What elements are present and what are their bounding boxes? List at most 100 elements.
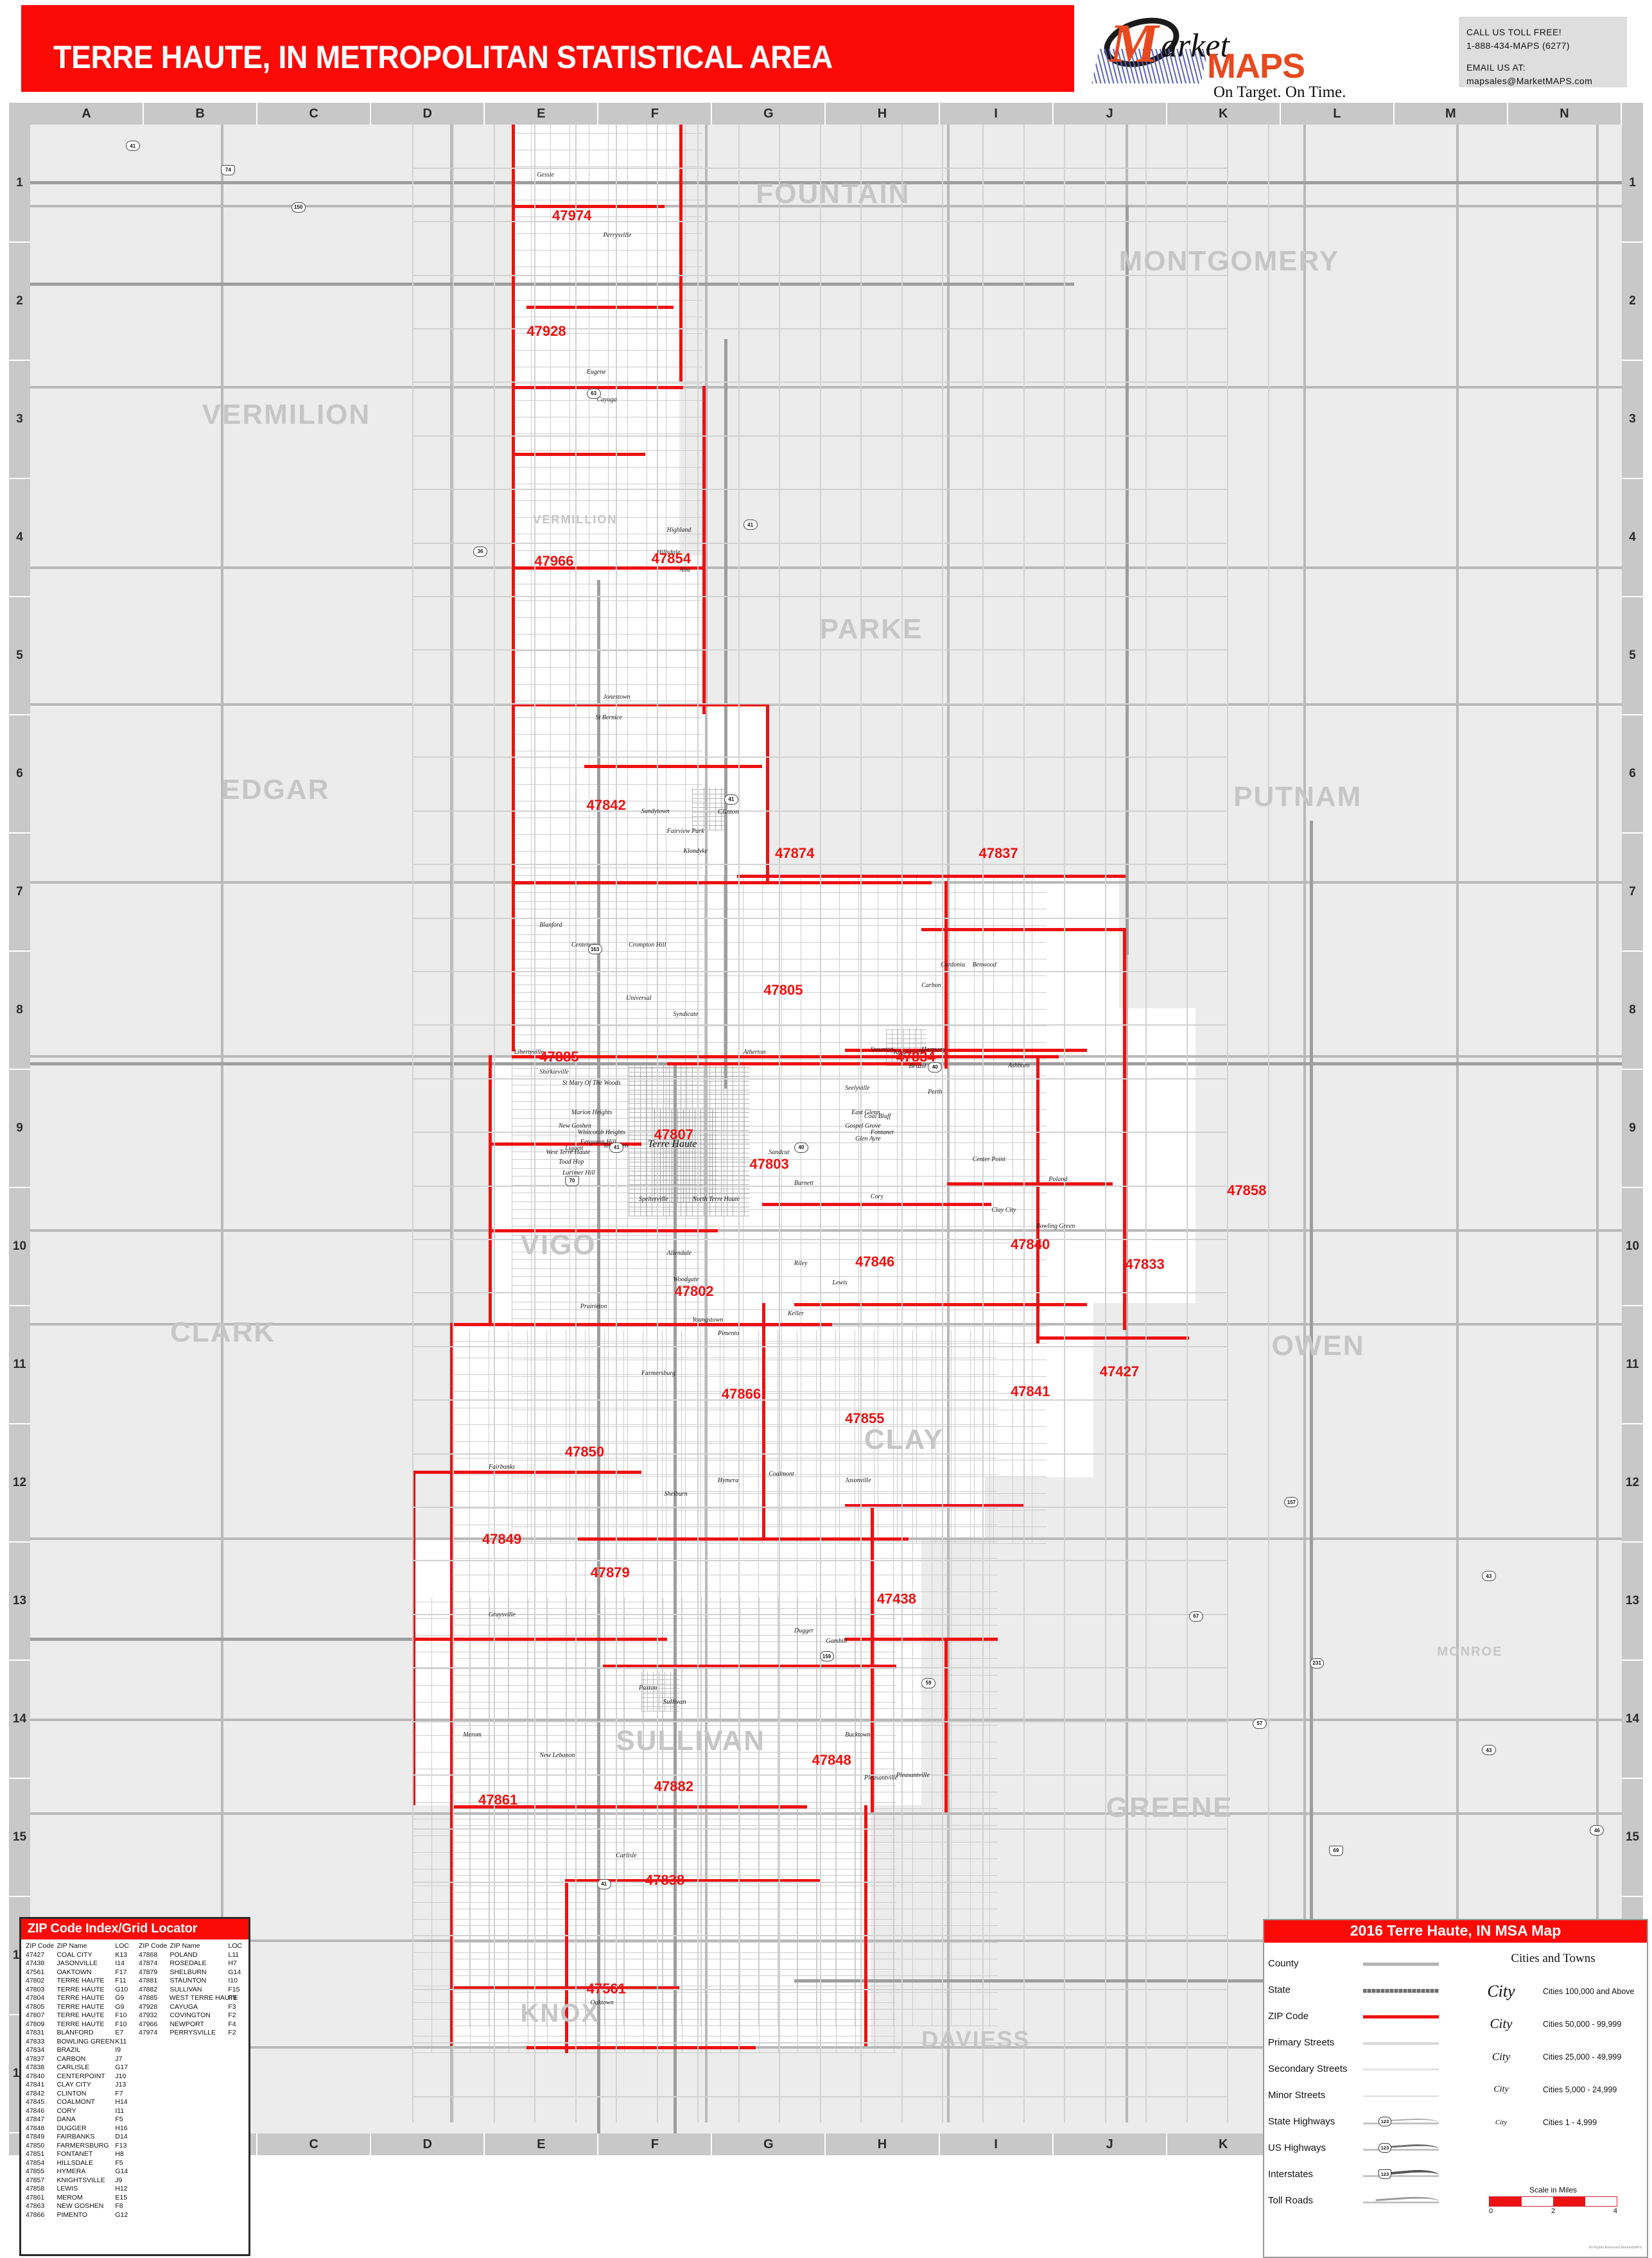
map-zip-label-47928: 47928	[526, 322, 566, 339]
minor-road-v-13	[941, 125, 943, 2123]
zip-index-loc: I11	[115, 2106, 125, 2115]
highway-shield-41: 41	[596, 1878, 611, 1889]
city-label-spelterville: Spelterville	[638, 1196, 668, 1203]
grid-column-f: F	[598, 2133, 713, 2155]
grid-column-h: H	[826, 103, 940, 125]
highway-shield-36: 36	[473, 546, 488, 557]
map-zip-label-47438: 47438	[876, 1591, 916, 1607]
grid-row-13: 13	[1622, 1543, 1643, 1661]
grid-row-5: 5	[9, 597, 30, 715]
grid-column-e: E	[485, 103, 599, 125]
zip-index-name: PIMENTO	[57, 2210, 88, 2219]
grid-row-13: 13	[9, 1543, 30, 1661]
highway-shield-43: 43	[1481, 1745, 1496, 1756]
zip-index-row: 47850 FARMERSBURG F13	[22, 2142, 135, 2151]
highway-v-2	[1125, 205, 1129, 955]
zip-index-name: CARLISLE	[57, 2063, 90, 2071]
highway-shield-41: 41	[609, 1142, 624, 1153]
legend-swatch-toll	[1363, 2194, 1439, 2207]
city-label-fontanet: Fontanet	[870, 1129, 894, 1136]
grid-row-2: 2	[1622, 243, 1643, 361]
zip-index-loc: E7	[115, 2029, 124, 2036]
zip-index-name: FARMERSBURG	[57, 2141, 109, 2149]
zip-index-loc: J10	[115, 2072, 126, 2080]
zip-index-name: NEWPORT	[170, 2020, 204, 2028]
zip-index-row: 47809 TERRE HAUTE F10	[22, 2020, 135, 2029]
map-zip-label-47879: 47879	[590, 1564, 630, 1580]
city-label-perrysville: Perrysville	[603, 231, 632, 239]
zip-index-code: 47866	[26, 2210, 45, 2219]
minor-road-v-0	[412, 125, 413, 2123]
zip-index-name: SHELBURN	[170, 1968, 207, 1976]
map-zip-label-47837: 47837	[978, 845, 1018, 861]
zip-index-row: 47868 POLAND L11	[135, 1951, 248, 1960]
city-label-eugene: Eugene	[586, 368, 606, 376]
grid-row-14: 14	[1622, 1661, 1643, 1779]
city-label-st-mary-of-the-woods: St Mary Of The Woods	[562, 1079, 621, 1087]
minor-road-h-34	[412, 1935, 1228, 1937]
minor-road-h-30	[412, 1720, 1228, 1722]
legend-shield-hwy: 123	[1378, 2116, 1391, 2126]
map-canvas[interactable]: VERMILIONWARRENFOUNTAINMONTGOMERYBOONEVE…	[30, 125, 1622, 2133]
legend-label-state: State	[1268, 1984, 1291, 1995]
city-label-terre-haute: Terre Haute	[647, 1138, 697, 1150]
legend-city-desc: Cities 100,000 and Above	[1543, 1986, 1635, 1996]
minor-road-h-4	[412, 328, 1228, 329]
zip-index-name: MEROM	[57, 2193, 83, 2201]
zip-index-code: 47438	[26, 1959, 45, 1967]
legend-city-sample: City	[1495, 2118, 1508, 2126]
zip-boundary-h-26	[603, 1665, 896, 1668]
county-line-v-5	[1303, 125, 1307, 2123]
map-zip-label-47855: 47855	[845, 1410, 885, 1426]
city-label-pimento: Pimento	[717, 1329, 740, 1337]
city-label-merom: Merom	[463, 1731, 482, 1739]
scale-bar	[1489, 2196, 1617, 2207]
zip-index-loc: F7	[115, 2089, 123, 2097]
minor-road-v-18	[1145, 125, 1147, 2123]
map-zip-label-47427: 47427	[1099, 1363, 1140, 1379]
zip-index-row: 47882 SULLIVAN F15	[135, 1986, 248, 1995]
city-label-burnett: Burnett	[794, 1180, 813, 1187]
zip-index-row: 47840 CENTERPOINT J10	[22, 2072, 135, 2081]
zip-index-name: LEWIS	[57, 2185, 78, 2192]
minor-road-v-1	[453, 125, 455, 2123]
grid-row-4: 4	[1622, 479, 1643, 597]
terre-haute-downtown-mesh	[654, 1108, 718, 1203]
zip-index-loc: F2	[228, 2011, 236, 2019]
grid-row-12: 12	[9, 1424, 30, 1543]
grid-ruler-right: 1234567891011121314151617	[1622, 125, 1643, 2133]
logo-mark: M arket MAPS On Target. On Time. America…	[1091, 9, 1438, 119]
grid-row-3: 3	[9, 361, 30, 479]
zip-index-code: 47855	[26, 2167, 45, 2175]
minor-road-v-6	[656, 125, 658, 2123]
minor-road-v-8	[738, 125, 740, 2123]
zip-index-code: 47561	[26, 1968, 45, 1976]
legend-swatch-secondary	[1363, 2063, 1439, 2076]
zip-index-name: BRAZIL	[57, 2046, 81, 2054]
city-label-new-goshen: New Goshen	[559, 1122, 591, 1130]
zip-boundary-h-22	[412, 1470, 641, 1474]
grid-row-9: 9	[1622, 1070, 1643, 1188]
zip-index-row: 47841 CLAY CITY J13	[22, 2081, 135, 2090]
zip-index-code: 47848	[26, 2124, 45, 2132]
zip-index-row: 47857 KNIGHTSVILLE J9	[22, 2176, 135, 2185]
zip-index-code: 47861	[26, 2193, 45, 2201]
scale-title: Scale in Miles	[1529, 2185, 1578, 2194]
county-line-h-11	[30, 1939, 1622, 1942]
zip-index-loc: F5	[115, 2158, 123, 2167]
zip-index-name: KNIGHTSVILLE	[57, 2176, 105, 2184]
highway-shield-40: 40	[928, 1062, 943, 1072]
highway-v-1	[596, 580, 600, 2133]
col-header-code: ZIP Code	[26, 1942, 55, 1950]
minor-road-h-27	[412, 1560, 1228, 1562]
grid-column-k: K	[1167, 103, 1281, 125]
zip-index-code: 47803	[26, 1985, 45, 1993]
zip-index-code: 47840	[26, 2072, 45, 2080]
scale-ticks: 0 2 4	[1489, 2207, 1617, 2215]
grid-column-n: N	[1508, 103, 1622, 125]
call-label: CALL US TOLL FREE!	[1466, 27, 1562, 37]
highway-shield-59: 59	[921, 1677, 936, 1688]
col-header-name: ZIP Name	[57, 1942, 87, 1950]
city-label-ashboro: Ashboro	[1008, 1062, 1030, 1069]
